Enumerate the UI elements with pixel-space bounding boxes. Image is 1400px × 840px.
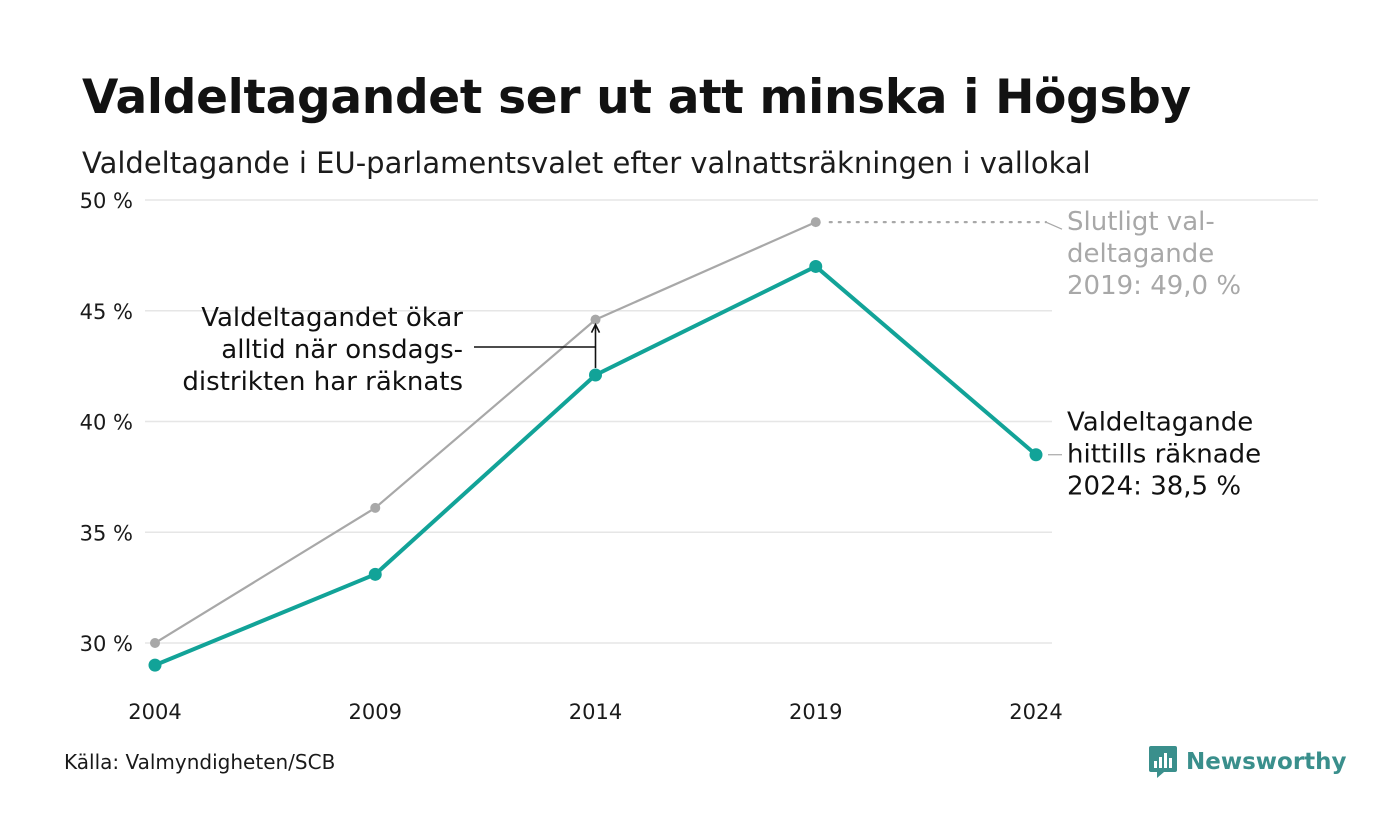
chart-subtitle: Valdeltagande i EU-parlamentsvalet efter… [82,146,1091,180]
y-tick-label: 40 % [80,411,133,435]
data-point-final-2019 [810,217,821,228]
newsworthy-logo-icon [1149,746,1177,778]
annotation-final-line: Slutligt val- [1067,207,1215,237]
chart-title: Valdeltagandet ser ut att minska i Högsb… [82,70,1191,125]
y-tick-label: 35 % [80,521,133,545]
data-point-counted-2004 [148,658,162,672]
data-point-final-2004 [150,638,160,648]
data-point-counted-2009 [368,567,382,581]
brand-logo: Newsworthy [1148,745,1347,779]
y-tick-label: 45 % [80,300,133,324]
x-tick-label: 2004 [128,700,181,724]
data-point-final-2009 [370,502,381,513]
annotation-counted-line: hittills räknade [1067,440,1261,470]
annotation-counted-line: 2024: 38,5 % [1067,472,1241,502]
data-point-counted-2014 [589,368,602,382]
x-tick-label: 2014 [569,700,622,724]
brand-name: Newsworthy [1186,749,1347,775]
annotation-final-line: 2019: 49,0 % [1067,271,1241,301]
annotation-wednesday-line: Valdeltagandet ökar [201,303,463,333]
series-line-final [153,221,817,645]
annotation-counted-line: Valdeltagande [1067,408,1253,438]
annotation-wednesday-arrowhead [590,322,601,333]
x-tick-label: 2024 [1009,700,1062,724]
y-tick-label: 50 % [80,189,133,213]
annotation-final-connector [1045,221,1063,230]
data-point-counted-2024 [1029,448,1043,462]
annotation-final-line: deltagande [1067,239,1214,269]
y-tick-label: 30 % [80,632,133,656]
annotation-wednesday-line: alltid när onsdags- [221,335,463,365]
source-note: Källa: Valmyndigheten/SCB [64,750,336,774]
annotation-wednesday-line: distrikten har räknats [182,367,463,397]
data-point-counted-2019 [809,259,823,273]
x-tick-label: 2009 [349,700,402,724]
x-tick-label: 2019 [789,700,842,724]
data-point-final-2014 [590,314,601,325]
